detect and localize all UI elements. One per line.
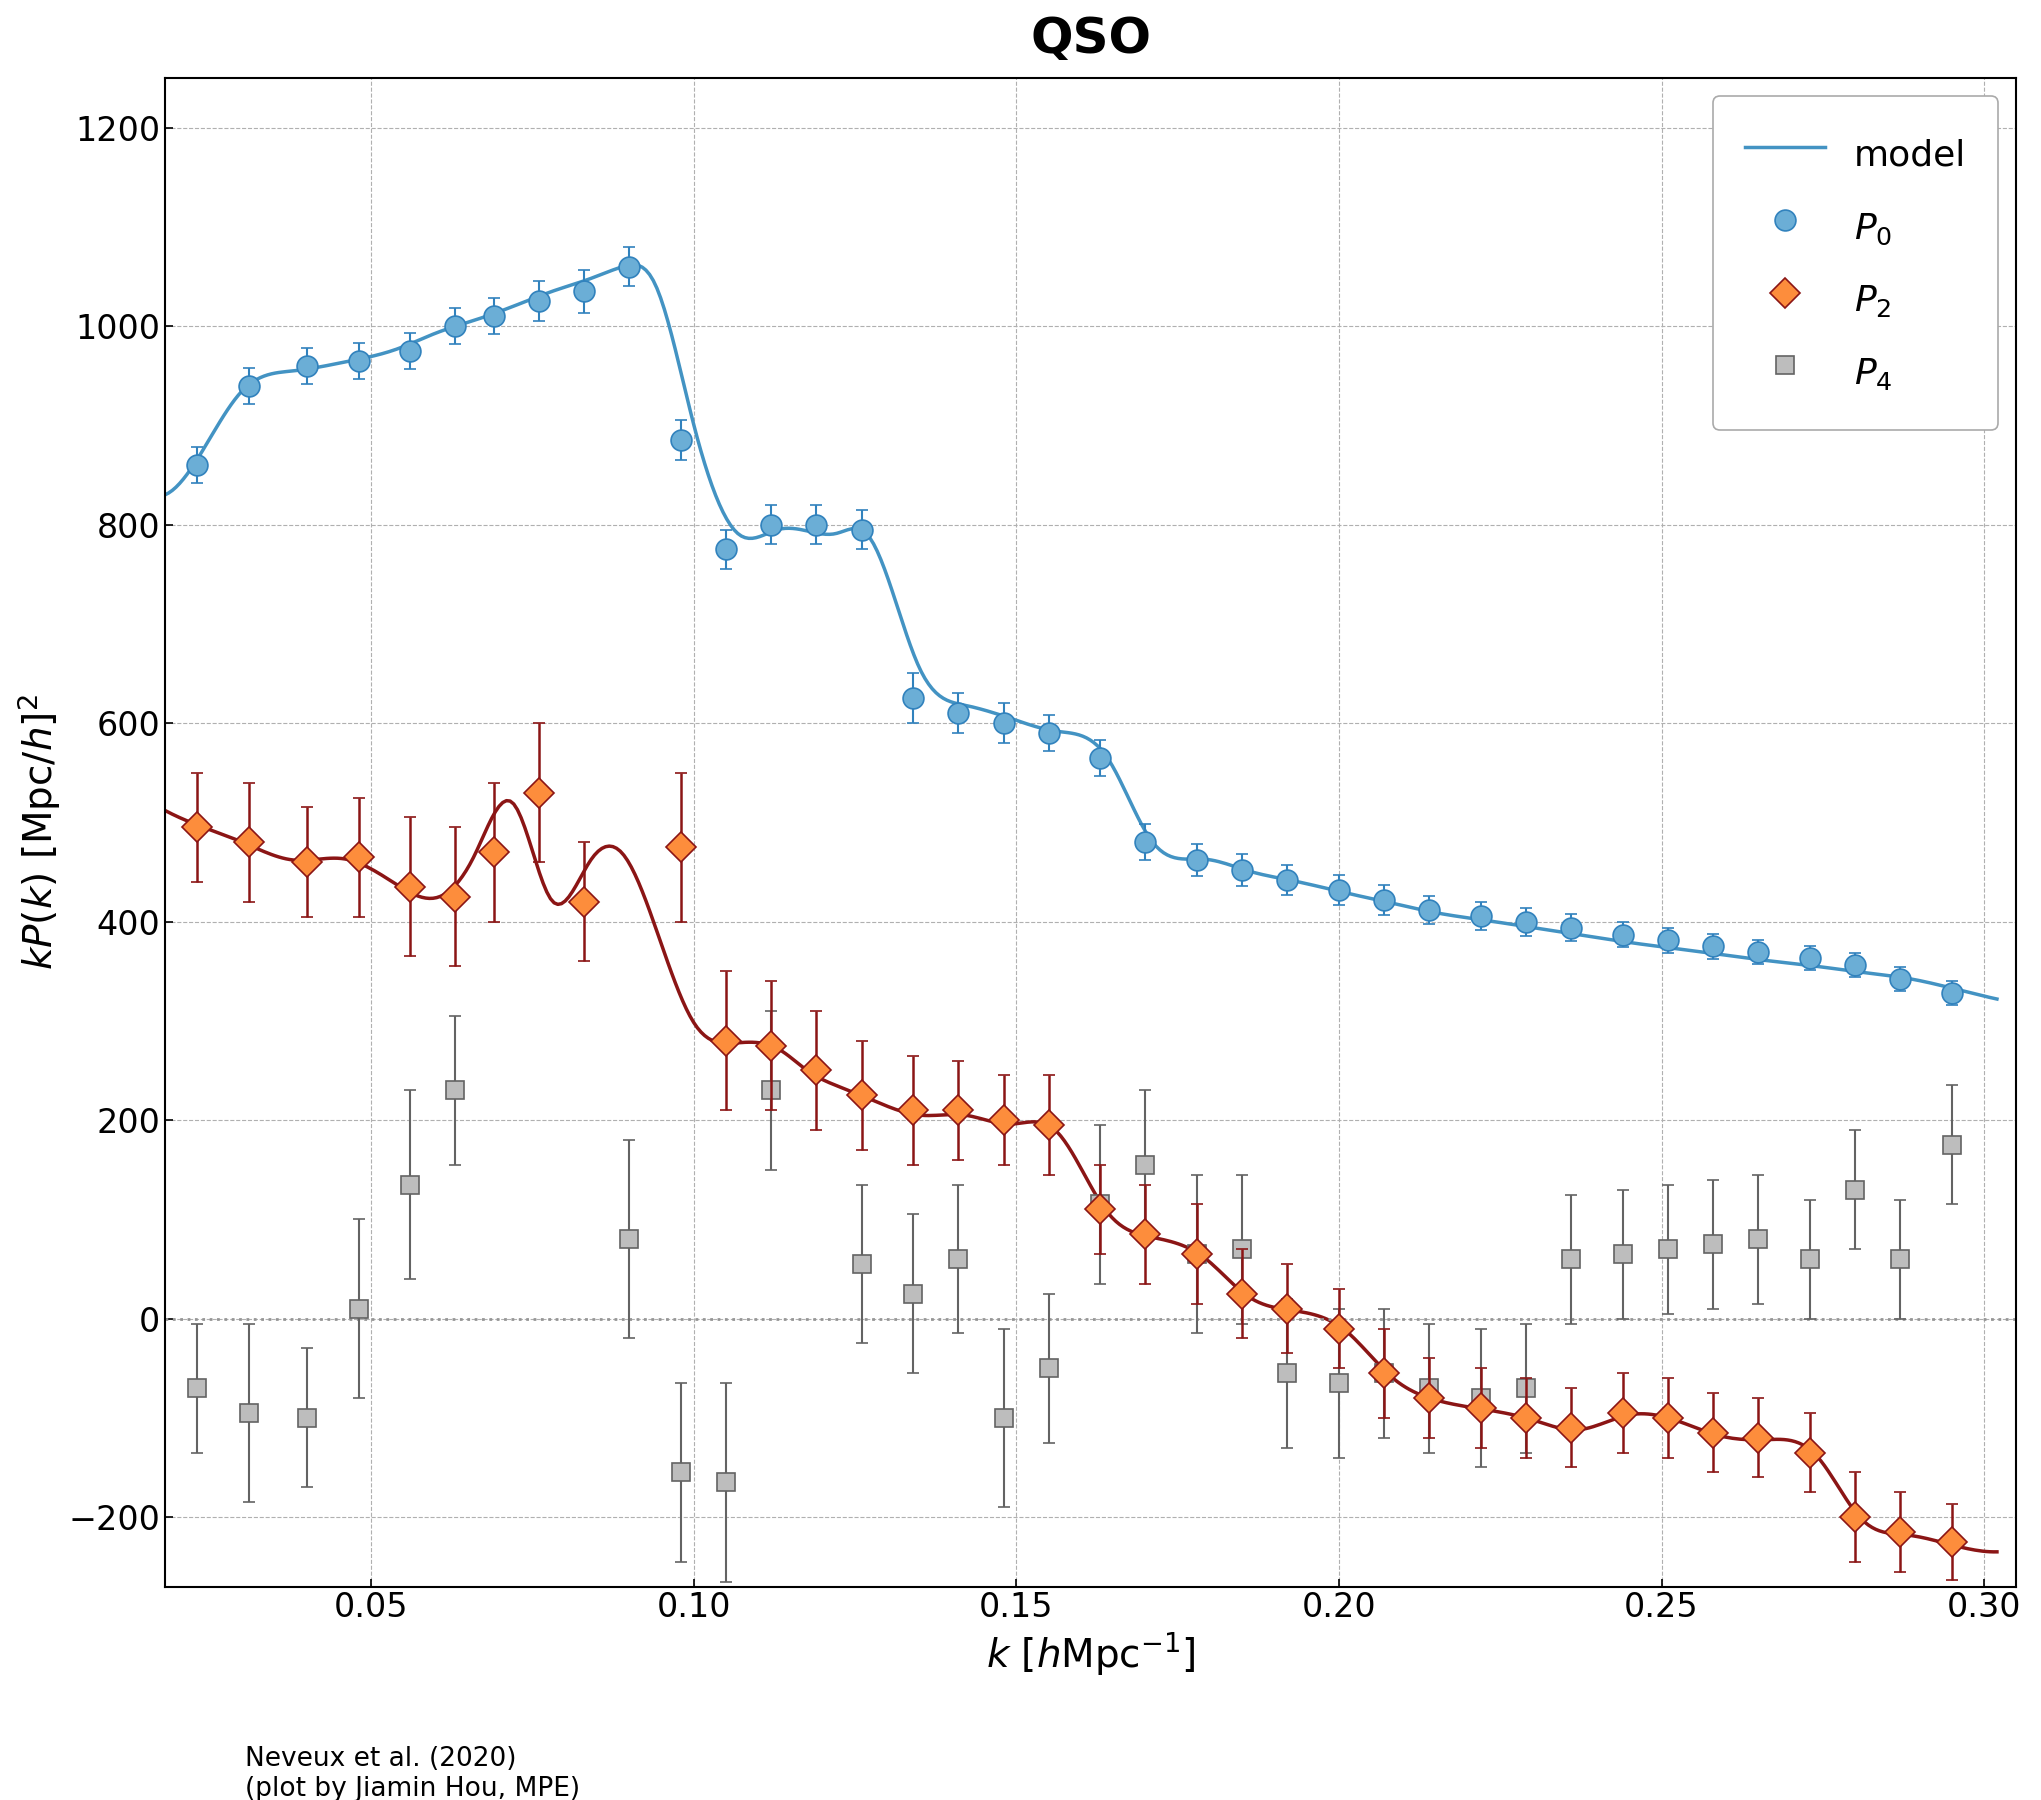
X-axis label: $k$ [$h$Mpc$^{-1}$]: $k$ [$h$Mpc$^{-1}$] [986, 1631, 1196, 1678]
Y-axis label: $kP(k)$ [Mpc/$h$]$^2$: $kP(k)$ [Mpc/$h$]$^2$ [14, 695, 63, 970]
Legend: model, $P_0$, $P_2$, $P_4$: model, $P_0$, $P_2$, $P_4$ [1712, 95, 1998, 430]
Title: QSO: QSO [1031, 14, 1151, 63]
Text: Neveux et al. (2020)
(plot by Jiamin Hou, MPE): Neveux et al. (2020) (plot by Jiamin Hou… [245, 1746, 580, 1800]
